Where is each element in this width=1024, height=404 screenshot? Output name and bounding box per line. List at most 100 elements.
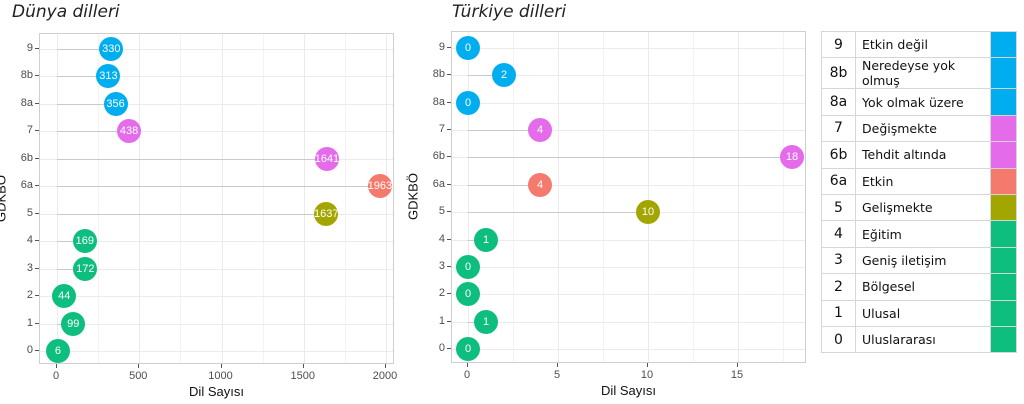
legend-row: 8a Yok olmak üzere bbox=[821, 88, 1017, 116]
y-tick-mark bbox=[447, 320, 451, 322]
data-point: 0 bbox=[456, 282, 480, 307]
lollipop-stem bbox=[57, 103, 116, 105]
data-point: 0 bbox=[456, 337, 480, 361]
data-point: 6 bbox=[45, 339, 70, 363]
y-tick-label: 8b bbox=[20, 69, 33, 82]
data-point: 18 bbox=[780, 145, 804, 170]
minor-gridline bbox=[180, 34, 182, 363]
data-point: 44 bbox=[52, 284, 77, 309]
y-tick-mark bbox=[35, 48, 39, 49]
y-tick-label: 0 bbox=[438, 342, 445, 354]
y-tick-label: 4 bbox=[438, 232, 445, 245]
legend-label: Etkin bbox=[855, 167, 991, 195]
legend-code: 6a bbox=[821, 167, 856, 195]
y-tick-mark bbox=[35, 295, 39, 297]
legend-code: 2 bbox=[821, 273, 856, 301]
major-gridline bbox=[139, 34, 141, 363]
x-axis-label: Dil Sayısı bbox=[189, 384, 244, 399]
x-tick-label: 2000 bbox=[372, 370, 398, 382]
y-tick-mark bbox=[35, 102, 39, 104]
y-tick-label: 5 bbox=[438, 205, 445, 218]
y-tick-mark bbox=[35, 130, 39, 132]
major-gridline bbox=[40, 268, 393, 270]
y-tick-label: 3 bbox=[438, 259, 445, 272]
major-gridline bbox=[558, 32, 559, 362]
y-tick-mark bbox=[35, 240, 39, 242]
y-tick-label: 6a bbox=[432, 177, 445, 190]
major-gridline bbox=[452, 184, 805, 186]
legend-color-swatch bbox=[990, 299, 1017, 327]
legend-row: 1 Ulusal bbox=[821, 299, 1017, 327]
legend-label: Neredeyse yok olmuş bbox=[855, 57, 991, 90]
legend-color-swatch bbox=[990, 88, 1017, 116]
major-gridline bbox=[57, 34, 58, 363]
major-gridline bbox=[452, 266, 805, 268]
y-tick-mark bbox=[447, 238, 451, 240]
x-tick-mark bbox=[557, 363, 558, 367]
lollipop-stem bbox=[468, 75, 504, 77]
y-tick-label: 7 bbox=[26, 124, 33, 137]
minor-gridline bbox=[262, 34, 264, 363]
level-legend-table: 9 Etkin değil 8b Neredeyse yok olmuş 8a Yok o… bbox=[821, 30, 1017, 354]
lollipop-stem bbox=[57, 241, 85, 243]
major-gridline bbox=[221, 34, 223, 363]
legend-color-swatch bbox=[990, 141, 1017, 169]
x-tick-mark bbox=[737, 363, 738, 367]
legend-label: Tehdit altında bbox=[855, 141, 991, 169]
minor-gridline bbox=[783, 32, 784, 362]
legend-code: 1 bbox=[821, 299, 856, 327]
y-tick-mark bbox=[447, 265, 451, 267]
data-point: 356 bbox=[103, 91, 128, 116]
y-tick-mark bbox=[35, 75, 39, 77]
y-tick-mark bbox=[35, 212, 39, 214]
data-point: 1641 bbox=[315, 146, 339, 171]
major-gridline bbox=[303, 34, 305, 363]
y-tick-mark bbox=[447, 211, 451, 213]
legend-code: 9 bbox=[821, 30, 856, 59]
x-tick-mark bbox=[56, 364, 57, 368]
y-tick-mark bbox=[447, 183, 451, 185]
minor-gridline bbox=[344, 34, 346, 363]
y-tick-mark bbox=[447, 293, 451, 295]
data-point: 99 bbox=[61, 311, 86, 336]
y-tick-mark bbox=[35, 185, 39, 187]
legend-label: Etkin değil bbox=[855, 30, 991, 59]
y-axis-label: GDKBÖ bbox=[0, 174, 9, 222]
legend-color-swatch bbox=[990, 325, 1017, 354]
data-point: 10 bbox=[636, 200, 660, 225]
major-gridline bbox=[452, 321, 805, 323]
major-gridline bbox=[40, 49, 393, 50]
y-tick-label: 9 bbox=[438, 41, 445, 53]
y-tick-label: 8b bbox=[432, 68, 445, 81]
y-tick-mark bbox=[35, 157, 39, 159]
legend-row: 2 Bölgesel bbox=[821, 273, 1017, 301]
x-tick-mark bbox=[138, 364, 140, 368]
x-axis-label: Dil Sayısı bbox=[601, 383, 656, 398]
major-gridline bbox=[40, 351, 393, 352]
data-point: 313 bbox=[96, 64, 121, 89]
legend-code: 4 bbox=[821, 220, 856, 248]
lollipop-stem bbox=[57, 268, 86, 270]
major-gridline bbox=[738, 32, 739, 362]
chart-title: Dünya dilleri bbox=[12, 2, 120, 22]
major-gridline bbox=[40, 103, 393, 105]
y-tick-mark bbox=[447, 156, 451, 158]
lollipop-stem bbox=[468, 157, 792, 159]
y-tick-mark bbox=[35, 322, 39, 324]
x-tick-label: 1000 bbox=[208, 370, 233, 382]
minor-gridline bbox=[513, 32, 514, 362]
legend-row: 8b Neredeyse yok olmuş bbox=[821, 57, 1017, 90]
data-point: 1 bbox=[474, 227, 498, 252]
data-point: 1 bbox=[474, 309, 498, 334]
y-tick-label: 1 bbox=[26, 316, 33, 329]
legend-color-swatch bbox=[990, 246, 1017, 275]
y-tick-label: 5 bbox=[26, 206, 33, 219]
data-point: 0 bbox=[456, 254, 480, 279]
major-gridline bbox=[452, 130, 805, 132]
legend-color-swatch bbox=[990, 273, 1017, 301]
y-tick-label: 8a bbox=[432, 95, 445, 108]
y-tick-mark bbox=[447, 47, 451, 48]
data-point: 2 bbox=[492, 63, 516, 88]
legend-row: 5 Gelişmekte bbox=[821, 193, 1017, 222]
plot-panel: 0 2 0 4 18 4 10 1 0 0 1 0 bbox=[451, 31, 806, 363]
